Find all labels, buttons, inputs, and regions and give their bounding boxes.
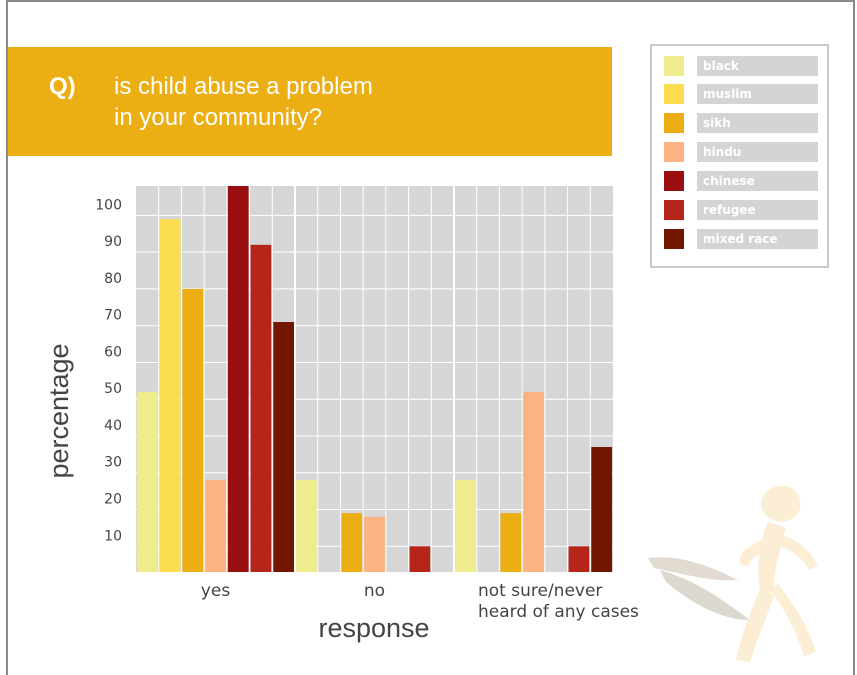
x-category-label-line: yes	[201, 581, 231, 601]
x-category-label: no	[364, 581, 385, 601]
bar-sikh-1	[341, 513, 362, 572]
y-tick-label: 100	[95, 197, 122, 213]
x-category-label: not sure/never heard of any cases	[478, 581, 639, 622]
bar-black-1	[296, 480, 317, 572]
bar-sikh-0	[182, 289, 203, 572]
y-tick-label: 30	[104, 455, 122, 471]
bar-chinese-0	[228, 186, 249, 572]
x-category-label-line: no	[364, 581, 385, 601]
y-tick-label: 90	[104, 234, 122, 250]
x-category-label: yes	[201, 581, 231, 601]
bar-hindu-0	[205, 480, 226, 572]
bar-hindu-2	[523, 392, 544, 572]
bar-black-2	[455, 480, 476, 572]
y-tick-label: 70	[104, 308, 122, 324]
bar-mixed-race-0	[273, 322, 294, 572]
bar-refugee-1	[410, 546, 431, 572]
y-tick-label: 20	[104, 492, 122, 508]
y-tick-label: 40	[104, 418, 122, 434]
x-category-label-line: heard of any cases	[478, 602, 639, 622]
x-category-label-line: not sure/never	[478, 581, 602, 601]
y-tick-label: 50	[104, 381, 122, 397]
bar-black-0	[137, 392, 158, 572]
bar-sikh-2	[500, 513, 521, 572]
y-tick-label: 80	[104, 271, 122, 287]
bar-muslim-0	[160, 219, 181, 572]
y-tick-label: 10	[104, 528, 122, 544]
x-axis-title: response	[318, 613, 429, 643]
y-tick-label: 60	[104, 344, 122, 360]
bar-hindu-1	[364, 517, 385, 572]
running-figure-illustration	[640, 470, 830, 670]
bar-refugee-0	[251, 245, 272, 572]
y-axis-title: percentage	[44, 343, 74, 478]
bar-refugee-2	[569, 546, 590, 572]
bar-mixed-race-2	[591, 447, 612, 572]
